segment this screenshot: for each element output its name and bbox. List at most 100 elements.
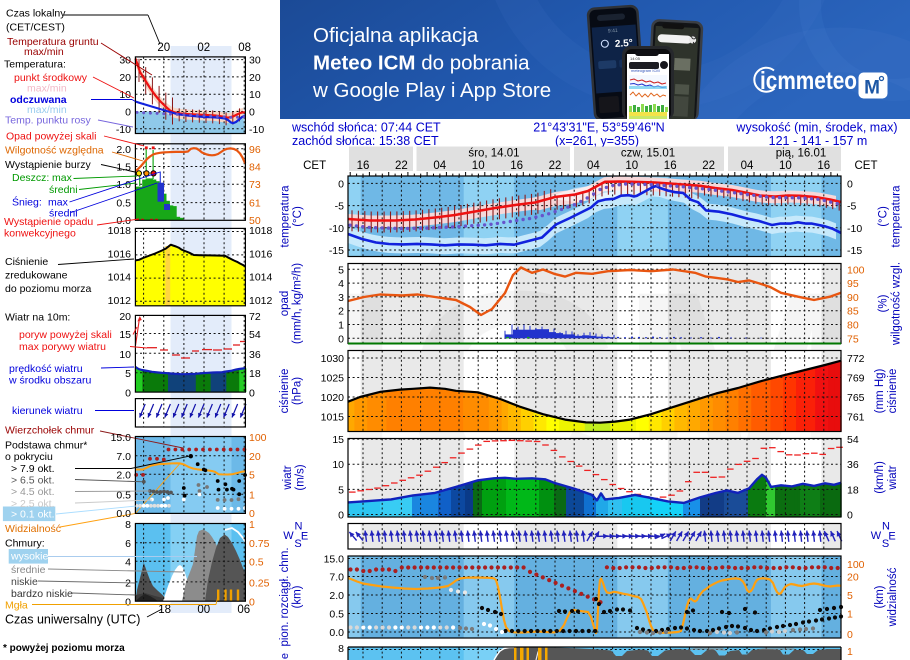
svg-text:1015: 1015: [321, 412, 345, 424]
svg-text:72: 72: [249, 311, 261, 323]
svg-text:Meteo ICM do pobrania: Meteo ICM do pobrania: [313, 52, 530, 75]
svg-text:10: 10: [779, 160, 792, 172]
svg-text:20: 20: [249, 72, 261, 84]
svg-text:00: 00: [197, 604, 210, 616]
svg-text:wschód słońca: 07:44 CET: wschód słońca: 07:44 CET: [291, 121, 441, 135]
svg-text:(°C): (°C): [292, 206, 304, 227]
svg-text:Temperatura:: Temperatura:: [4, 59, 66, 71]
svg-text:14:05: 14:05: [630, 56, 641, 61]
svg-text:0: 0: [338, 510, 344, 522]
svg-text:0: 0: [847, 178, 853, 190]
svg-text:04: 04: [433, 160, 446, 172]
svg-text:Deszcz:: Deszcz:: [12, 172, 49, 184]
svg-text:śro, 14.01: śro, 14.01: [468, 148, 519, 160]
svg-text:61: 61: [249, 198, 261, 210]
svg-text:21°43'31"E, 53°59'46"N: 21°43'31"E, 53°59'46"N: [533, 121, 664, 135]
svg-text:1016: 1016: [108, 248, 132, 260]
svg-text:max/min: max/min: [24, 46, 64, 58]
svg-text:2.0: 2.0: [116, 144, 131, 156]
svg-text:08: 08: [238, 42, 251, 54]
svg-text:W: W: [871, 530, 882, 542]
svg-text:100: 100: [847, 264, 865, 276]
svg-text:20: 20: [249, 451, 261, 463]
svg-text:0: 0: [249, 388, 255, 400]
svg-text:N: N: [882, 521, 890, 533]
svg-text:36: 36: [847, 459, 859, 471]
svg-text:widzialność: widzialność: [887, 567, 899, 627]
svg-text:20: 20: [119, 72, 131, 84]
svg-text:4: 4: [338, 278, 344, 290]
svg-text:Śnieg:: Śnieg:: [12, 196, 42, 209]
svg-text:Czas uniwersalny (UTC): Czas uniwersalny (UTC): [5, 613, 140, 627]
svg-text:9:41: 9:41: [608, 28, 618, 35]
svg-text:Ciśnienie: Ciśnienie: [5, 256, 48, 268]
svg-text:do poziomu morza: do poziomu morza: [5, 283, 92, 295]
svg-text:(km): (km): [292, 585, 304, 608]
svg-text:zredukowane: zredukowane: [5, 270, 68, 282]
svg-text:90: 90: [847, 292, 859, 304]
svg-text:0: 0: [338, 178, 344, 190]
svg-text:0: 0: [125, 107, 131, 119]
svg-text:765: 765: [847, 392, 865, 404]
svg-text:10: 10: [625, 160, 638, 172]
svg-text:średni: średni: [49, 208, 78, 220]
svg-text:Podstawa chmur*: Podstawa chmur*: [5, 440, 87, 452]
svg-text:e: e: [279, 653, 291, 659]
svg-text:CET: CET: [303, 160, 326, 172]
svg-text:N: N: [295, 521, 303, 533]
svg-text:16: 16: [510, 160, 523, 172]
svg-text:(CET/CEST): (CET/CEST): [6, 22, 65, 34]
svg-text:1.5: 1.5: [116, 162, 131, 174]
svg-text:Temp. punktu rosy: Temp. punktu rosy: [5, 115, 92, 127]
svg-text:bardzo niskie: bardzo niskie: [11, 588, 73, 600]
svg-text:0.5: 0.5: [249, 557, 264, 569]
svg-text:Czas lokalny: Czas lokalny: [6, 8, 66, 20]
svg-text:(km/h): (km/h): [874, 461, 886, 494]
svg-text:22: 22: [702, 160, 715, 172]
svg-text:(hPa): (hPa): [292, 377, 304, 405]
svg-text:S: S: [882, 538, 889, 550]
svg-text:(mm/h, kg/m²/h): (mm/h, kg/m²/h): [292, 263, 304, 344]
svg-text:1012: 1012: [108, 295, 132, 307]
svg-text:0: 0: [249, 508, 255, 520]
svg-text:73: 73: [249, 179, 261, 191]
svg-text:80: 80: [847, 320, 859, 332]
svg-text:(°C): (°C): [878, 206, 890, 227]
svg-text:poryw powyżej skali: poryw powyżej skali: [19, 329, 112, 341]
svg-text:-10: -10: [249, 124, 264, 136]
svg-text:wilgotność wzgl.: wilgotność wzgl.: [891, 262, 903, 346]
svg-text:0: 0: [249, 107, 255, 119]
svg-text:1: 1: [249, 490, 255, 502]
svg-text:temperatura: temperatura: [891, 185, 903, 248]
svg-text:wysokość (min, środek, max): wysokość (min, środek, max): [735, 121, 897, 135]
svg-text:odczuwana: odczuwana: [10, 94, 67, 106]
svg-text:22: 22: [395, 160, 408, 172]
svg-text:1012: 1012: [249, 295, 273, 307]
svg-text:0: 0: [125, 597, 131, 609]
svg-text:max/min: max/min: [27, 104, 67, 116]
svg-text:3: 3: [338, 292, 344, 304]
svg-text:-15: -15: [329, 245, 344, 257]
svg-text:Wystąpienie burzy: Wystąpienie burzy: [5, 159, 91, 171]
svg-text:> 7.9 okt.: > 7.9 okt.: [11, 463, 55, 475]
svg-text:E: E: [888, 531, 895, 543]
svg-text:20: 20: [847, 572, 859, 584]
svg-text:średnie: średnie: [11, 564, 46, 576]
svg-text:84: 84: [249, 162, 261, 174]
svg-text:8: 8: [125, 519, 131, 531]
svg-text:5: 5: [338, 484, 344, 496]
svg-text:Mgła: Mgła: [5, 600, 28, 612]
svg-text:5: 5: [249, 470, 255, 482]
svg-text:konwekcyjnego: konwekcyjnego: [4, 228, 76, 240]
svg-text:Wierzchołek chmur: Wierzchołek chmur: [5, 425, 95, 437]
svg-text:6: 6: [125, 538, 131, 550]
svg-text:max/min: max/min: [27, 83, 67, 95]
svg-text:16: 16: [664, 160, 677, 172]
svg-text:(m/s): (m/s): [295, 464, 307, 490]
svg-text:16: 16: [357, 160, 370, 172]
svg-text:0.5: 0.5: [116, 490, 131, 502]
svg-text:1025: 1025: [321, 373, 345, 385]
svg-text:10: 10: [119, 349, 131, 361]
svg-text:18: 18: [249, 368, 261, 380]
svg-text:Temperatura gruntu: Temperatura gruntu: [7, 36, 99, 48]
